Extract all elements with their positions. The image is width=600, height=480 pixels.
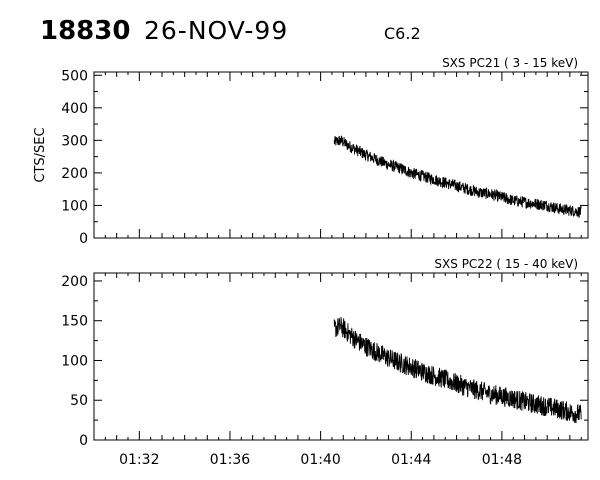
x-tick-label: 01:32 — [119, 452, 159, 468]
x-tick-label: 01:44 — [391, 452, 431, 468]
y-tick-label: 0 — [79, 433, 88, 449]
panel-1-title: SXS PC21 ( 3 - 15 keV) — [442, 56, 578, 70]
x-tick-label: 01:48 — [482, 452, 522, 468]
y-tick-label: 400 — [61, 101, 88, 117]
series-line-panel-1 — [333, 135, 582, 219]
y-tick-label: 100 — [61, 198, 88, 214]
x-tick-label: 01:36 — [210, 452, 250, 468]
panel-2-title: SXS PC22 ( 15 - 40 keV) — [434, 257, 578, 271]
y-axis-label: CTS/SEC — [33, 127, 48, 182]
y-tick-label: 200 — [61, 166, 88, 182]
y-tick-label: 500 — [61, 68, 88, 84]
event-id: 18830 — [40, 16, 131, 46]
flare-class: C6.2 — [384, 24, 421, 43]
y-tick-label: 150 — [61, 314, 88, 330]
y-tick-label: 0 — [79, 231, 88, 247]
y-tick-label: 300 — [61, 133, 88, 149]
series-line-panel-2 — [333, 316, 582, 424]
y-tick-label: 50 — [70, 393, 88, 409]
x-tick-label: 01:40 — [300, 452, 340, 468]
panel-2-frame — [93, 272, 589, 441]
panel-1-frame — [93, 71, 589, 239]
y-tick-label: 200 — [61, 274, 88, 290]
y-tick-label: 100 — [61, 353, 88, 369]
event-date: 26-NOV-99 — [144, 16, 289, 45]
